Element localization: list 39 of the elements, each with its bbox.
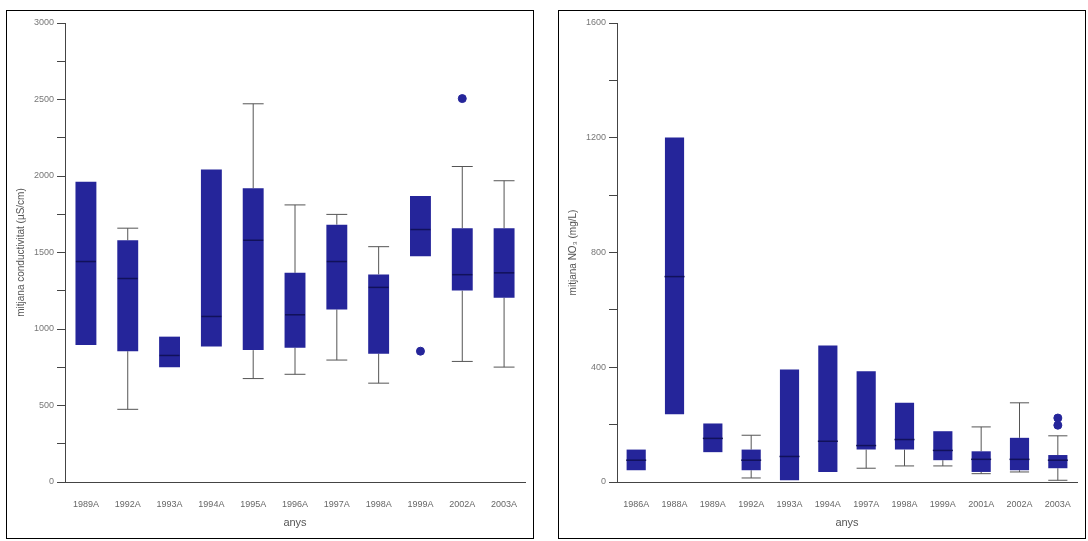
x-tick-label: 2002A	[1006, 498, 1033, 509]
x-tick-label: 2001A	[968, 498, 995, 509]
x-tick-label: 1997A	[853, 498, 880, 509]
x-tick-label: 1994A	[198, 498, 225, 509]
x-tick-label: 1992A	[114, 498, 141, 509]
x-tick-label: 2002A	[449, 498, 476, 509]
y-tick-label: 0	[49, 476, 55, 487]
x-tick-label: 1993A	[776, 498, 803, 509]
x-tick-label: 1986A	[623, 498, 650, 509]
x-tick-label: 1992A	[738, 498, 765, 509]
x-tick-label: 1993A	[156, 498, 183, 509]
x-tick-label: 1996A	[282, 498, 309, 509]
x-tick-label: 1999A	[407, 498, 434, 509]
y-tick-label: 2000	[33, 170, 55, 181]
y-tick-label: 400	[590, 361, 607, 372]
y-axis-title: mitjana NO₃ (mg/L)	[566, 209, 578, 296]
x-tick-label: 1989A	[72, 498, 99, 509]
x-tick-label: 1994A	[814, 498, 841, 509]
x-tick-label: 1989A	[699, 498, 726, 509]
x-axis-title: anys	[835, 516, 860, 529]
x-axis-title: anys	[283, 516, 308, 529]
y-tick-label: 1000	[33, 323, 55, 334]
x-tick-label: 1995A	[240, 498, 267, 509]
y-tick-label: 1200	[585, 132, 607, 143]
y-axis-title: mitjana conductivitat (µS/cm)	[14, 188, 26, 317]
y-tick-label: 3000	[33, 17, 55, 28]
x-tick-label: 1988A	[661, 498, 688, 509]
y-tick-label: 1600	[585, 17, 607, 28]
y-tick-label: 800	[590, 246, 607, 257]
y-tick-label: 2500	[33, 93, 55, 104]
y-tick-label: 1500	[33, 246, 55, 257]
y-tick-label: 500	[38, 399, 55, 410]
x-tick-label: 1997A	[323, 498, 350, 509]
x-tick-label: 2003A	[1044, 498, 1071, 509]
x-tick-label: 1998A	[365, 498, 392, 509]
x-tick-label: 2003A	[491, 498, 518, 509]
x-tick-label: 1999A	[929, 498, 956, 509]
y-tick-label: 0	[601, 476, 607, 487]
x-tick-label: 1998A	[891, 498, 918, 509]
